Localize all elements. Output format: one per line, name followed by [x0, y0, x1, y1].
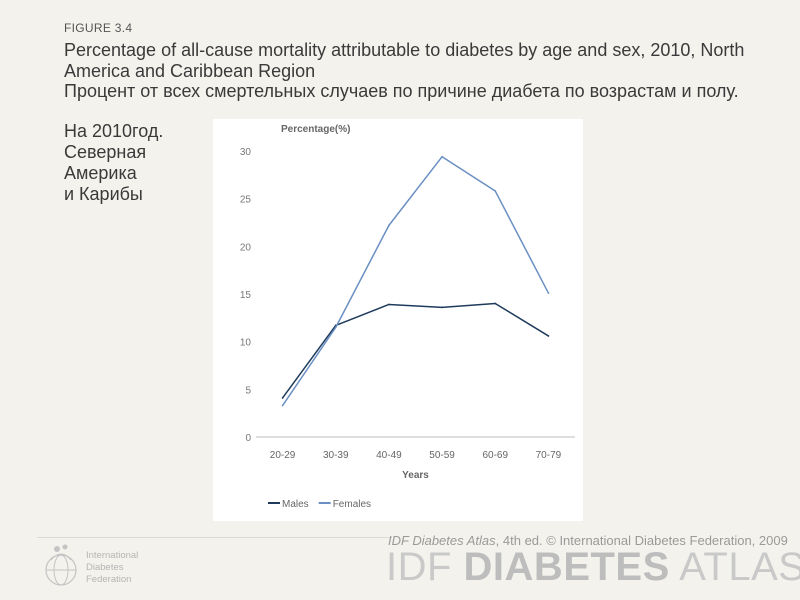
x-tick-label: 20-29 [270, 450, 296, 461]
russian-subtitle-line: На 2010год. [64, 121, 164, 141]
wordmark-diabetes: DIABETES [463, 545, 670, 589]
data-point-males [547, 335, 550, 337]
data-point-males [441, 306, 443, 309]
x-tick-label: 40-49 [376, 450, 402, 461]
series-line-females [281, 155, 550, 406]
russian-subtitle-line: Америка [64, 163, 137, 183]
data-point-females [334, 326, 337, 329]
logo-text-line: Federation [86, 574, 132, 585]
y-tick-label: 20 [240, 242, 252, 253]
data-point-males [494, 302, 497, 305]
idf-logo: International Diabetes Federation [37, 540, 177, 592]
x-tick-label: 50-59 [429, 450, 455, 461]
logo-text-line: International [86, 550, 139, 561]
russian-title: Процент от всех смертельных случаев по п… [64, 81, 739, 101]
series-line-males [281, 302, 549, 399]
copyright-credit: IDF Diabetes Atlas, 4th ed. © Internatio… [388, 533, 788, 548]
line-chart: Percentage(%) 0 5 10 15 20 25 30 20-29 30-39 40-49… [240, 124, 575, 510]
y-axis-label: Percentage(%) [281, 124, 350, 135]
data-point-males [281, 397, 284, 399]
y-tick-label: 10 [240, 338, 252, 349]
chart-panel: Percentage(%) 0 5 10 15 20 25 30 20-29 30-39 40-49… [213, 119, 583, 521]
y-tick-label: 25 [240, 195, 252, 206]
russian-subtitle: На 2010год. Северная Америка и Карибы [64, 121, 163, 205]
wordmark-idf: IDF [386, 545, 464, 589]
y-tick-label: 5 [245, 385, 251, 396]
data-point-females [547, 292, 550, 294]
y-tick-label: 0 [245, 433, 251, 444]
data-point-females [388, 224, 390, 227]
x-tick-label: 70-79 [536, 450, 562, 461]
idf-logo-text: International Diabetes Federation [86, 550, 138, 586]
logo-text-line: Diabetes [86, 562, 124, 573]
x-axis-label: Years [402, 470, 429, 481]
figure-label: FIGURE 3.4 [64, 21, 133, 35]
atlas-wordmark: IDF DIABETES ATLAS [386, 545, 800, 590]
y-tick-label: 15 [240, 290, 252, 301]
data-point-females [281, 404, 284, 407]
chart-title: Percentage of all-cause mortality attrib… [64, 40, 745, 81]
data-point-females [494, 190, 497, 192]
idf-globe-icon [45, 544, 77, 586]
data-point-males [388, 303, 390, 306]
legend-label-females: Females [333, 499, 371, 510]
credit-atlas-title: IDF Diabetes Atlas [388, 533, 496, 548]
wordmark-atlas: ATLAS [669, 545, 800, 589]
x-tick-label: 60-69 [482, 450, 508, 461]
y-tick-label: 30 [240, 147, 252, 158]
russian-subtitle-line: и Карибы [64, 184, 143, 204]
credit-rest: , 4th ed. © International Diabetes Feder… [495, 533, 788, 548]
x-tick-label: 30-39 [323, 450, 349, 461]
data-point-females [441, 155, 443, 158]
legend-label-males: Males [282, 499, 309, 510]
footer-divider [37, 537, 392, 538]
russian-subtitle-line: Северная [64, 142, 147, 162]
